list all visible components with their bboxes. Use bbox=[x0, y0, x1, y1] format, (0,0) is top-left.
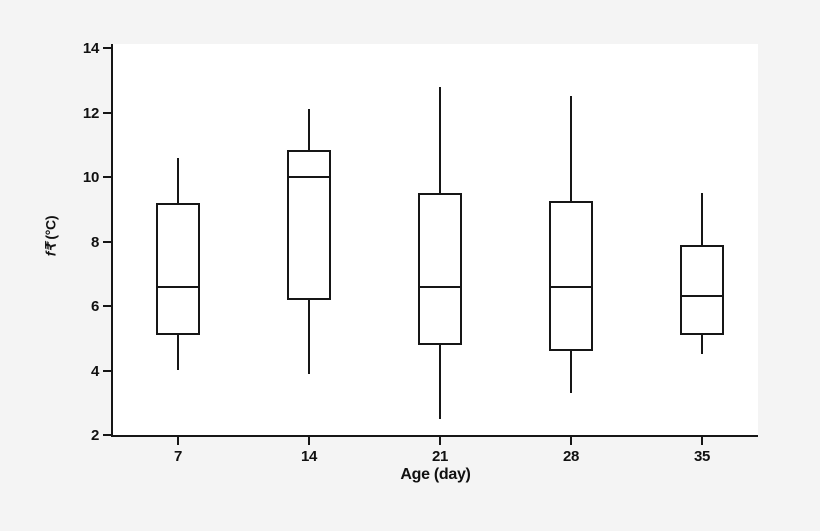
median-line-35 bbox=[680, 295, 724, 298]
x-tick-mark-14 bbox=[308, 437, 310, 445]
y-axis-variable: f₹ bbox=[42, 243, 59, 257]
x-tick-label-35: 35 bbox=[693, 448, 711, 465]
median-line-7 bbox=[156, 285, 200, 288]
x-tick-label-14: 14 bbox=[300, 448, 318, 465]
x-tick-mark-7 bbox=[177, 437, 179, 445]
y-axis-unit-spacer bbox=[43, 240, 59, 244]
upper-whisker-28 bbox=[570, 96, 572, 202]
y-axis-title: f₹ (°C) bbox=[43, 216, 60, 256]
y-tick-mark-10 bbox=[103, 176, 111, 178]
y-axis-line bbox=[111, 44, 113, 437]
y-tick-mark-14 bbox=[103, 47, 111, 49]
iqr-box-7 bbox=[156, 202, 200, 336]
y-tick-label-10: 10 bbox=[82, 169, 99, 186]
upper-whisker-14 bbox=[308, 109, 310, 150]
lower-whisker-28 bbox=[570, 351, 572, 394]
iqr-box-14 bbox=[287, 149, 331, 300]
y-tick-label-4: 4 bbox=[90, 362, 99, 380]
y-tick-mark-8 bbox=[103, 240, 111, 243]
y-tick-label-2: 2 bbox=[90, 427, 99, 444]
lower-whisker-35 bbox=[701, 335, 703, 355]
lower-whisker-14 bbox=[308, 299, 310, 374]
x-axis-title: Age (day) bbox=[400, 466, 471, 483]
upper-whisker-35 bbox=[701, 193, 703, 245]
upper-whisker-21 bbox=[439, 86, 441, 194]
y-tick-mark-12 bbox=[103, 111, 111, 114]
x-axis-line bbox=[111, 435, 758, 437]
y-tick-mark-6 bbox=[103, 305, 111, 307]
median-line-21 bbox=[418, 285, 462, 288]
median-line-28 bbox=[549, 285, 593, 288]
upper-whisker-7 bbox=[177, 157, 179, 203]
iqr-box-21 bbox=[418, 193, 462, 345]
y-axis-unit: (°C) bbox=[42, 215, 59, 240]
x-tick-label-21: 21 bbox=[431, 448, 449, 465]
x-tick-mark-28 bbox=[570, 437, 572, 445]
iqr-box-28 bbox=[549, 201, 593, 352]
x-tick-mark-35 bbox=[701, 437, 703, 445]
x-tick-label-7: 7 bbox=[173, 448, 183, 465]
iqr-box-35 bbox=[680, 244, 724, 336]
lower-whisker-21 bbox=[439, 344, 441, 419]
x-tick-label-28: 28 bbox=[562, 448, 580, 465]
lower-whisker-7 bbox=[177, 335, 179, 371]
median-line-14 bbox=[287, 176, 331, 178]
y-tick-label-14: 14 bbox=[82, 40, 99, 57]
y-tick-mark-2 bbox=[103, 434, 111, 436]
y-tick-label-8: 8 bbox=[90, 233, 99, 251]
y-tick-mark-4 bbox=[103, 369, 111, 372]
x-tick-mark-21 bbox=[439, 437, 441, 445]
y-tick-label-12: 12 bbox=[82, 104, 99, 122]
y-tick-label-6: 6 bbox=[90, 298, 99, 315]
